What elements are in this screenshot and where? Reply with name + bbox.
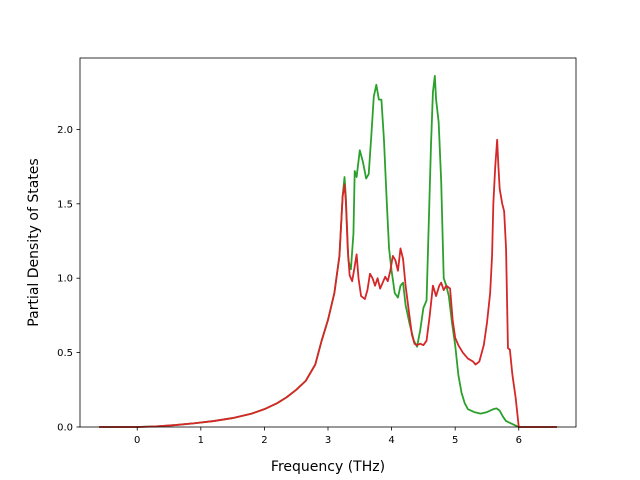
series-layer [99,74,557,428]
x-tick-label: 3 [325,435,331,446]
y-axis-label: Partial Density of States [26,158,42,326]
y-tick-label: 2.0 [57,125,73,136]
y-tick-label: 0.0 [57,423,73,434]
x-tick-label: 4 [388,435,394,446]
x-tick-label: 0 [134,435,140,446]
y-tick-label: 0.5 [57,348,73,359]
y-axis: 0.0 0.5 1.0 1.5 2.0 [57,125,80,434]
series-line-2 [99,138,557,428]
y-tick-label: 1.0 [57,274,73,285]
x-tick-label: 1 [198,435,204,446]
x-tick-label: 2 [261,435,267,446]
x-axis-label: Frequency (THz) [271,459,385,475]
x-tick-label: 5 [452,435,458,446]
x-tick-label: 6 [516,435,522,446]
x-axis: 0 1 2 3 4 5 6 [134,427,522,446]
y-tick-label: 1.5 [57,199,73,210]
